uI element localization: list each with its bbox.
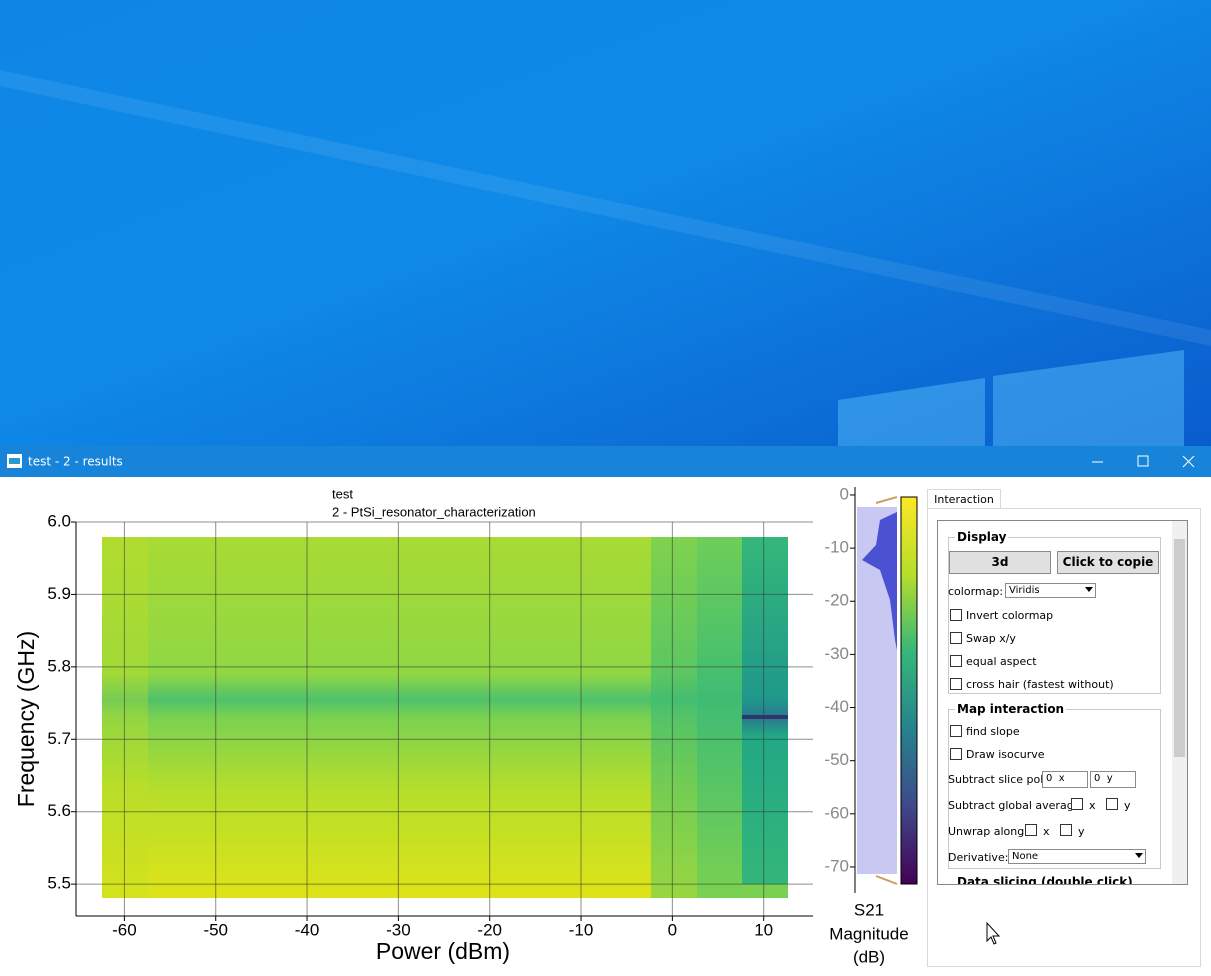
- checkbox-label: Draw isocurve: [966, 748, 1045, 761]
- checkbox-label: Invert colormap: [966, 609, 1054, 622]
- color-bar: [900, 496, 918, 885]
- colorbar: S21 Magnitude (dB) 0 -10 -20 -30 -40 -50 -60 -7…: [824, 484, 908, 966]
- logo-pane: [993, 350, 1184, 446]
- y-tick-label: 5.5: [47, 874, 71, 893]
- label: Derivative:: [948, 851, 1009, 864]
- y-tick-label: 5.7: [47, 729, 71, 748]
- checkbox[interactable]: [950, 748, 962, 760]
- plot: test 2 - PtSi_resonator_characterization…: [13, 486, 813, 964]
- colorbar-tick-label: -20: [824, 591, 849, 610]
- y-tick-label: 5.6: [47, 801, 71, 820]
- checkbox-label: cross hair (fastest without): [966, 678, 1114, 691]
- scrollbar-thumb[interactable]: [1174, 539, 1185, 757]
- window-title: test - 2 - results: [28, 455, 123, 469]
- x-tick-label: -50: [203, 920, 228, 939]
- plot-title: test: [332, 486, 353, 501]
- checkbox-label: equal aspect: [966, 655, 1037, 668]
- dropdown[interactable]: None: [1008, 849, 1146, 864]
- x-tick-label: 0: [668, 920, 677, 939]
- colorbar-tick-label: 0: [840, 484, 849, 503]
- checkbox[interactable]: [950, 655, 962, 667]
- label: y: [1124, 799, 1131, 812]
- tab[interactable]: Interaction: [927, 489, 1001, 509]
- dropdown[interactable]: Viridis: [1005, 583, 1096, 598]
- checkbox[interactable]: [950, 609, 962, 621]
- label: Unwrap along:: [948, 825, 1028, 838]
- mouse-cursor: [986, 921, 1001, 945]
- heatmap-column: [697, 537, 742, 898]
- checkbox[interactable]: [1106, 798, 1118, 810]
- x-tick-label: 10: [754, 920, 773, 939]
- colorbar-tick-label: -50: [824, 750, 849, 769]
- x-axis-label: Power (dBm): [376, 938, 510, 964]
- y-tick-label: 5.9: [47, 584, 71, 603]
- heatmap-column: [742, 884, 788, 898]
- resonance-line: [742, 715, 788, 719]
- desktop: [0, 0, 1211, 446]
- x-tick-label: -30: [386, 920, 411, 939]
- spin-axis: x: [1058, 773, 1065, 784]
- label: Subtract slice poly:: [948, 773, 1053, 786]
- scrollbar[interactable]: [1172, 521, 1187, 884]
- group-title: Display: [955, 530, 1009, 544]
- tab-panel: [927, 508, 1201, 967]
- scroll-area: [937, 520, 1188, 885]
- x-tick-label: -20: [477, 920, 502, 939]
- button[interactable]: 3d: [949, 551, 1051, 574]
- checkbox[interactable]: [950, 678, 962, 690]
- colorbar-label: (dB): [853, 947, 885, 966]
- heatmap-column: [102, 537, 148, 898]
- colorbar-tick-label: -60: [824, 803, 849, 822]
- colorbar-tick-label: -40: [824, 697, 849, 716]
- colorbar-tick-label: -70: [824, 856, 849, 875]
- checkbox[interactable]: [1060, 824, 1072, 836]
- button[interactable]: Click to copie: [1057, 551, 1159, 574]
- spin-value: 0: [1046, 773, 1053, 784]
- x-tick-label: -10: [569, 920, 594, 939]
- checkbox[interactable]: [1071, 798, 1083, 810]
- dropdown-arrow: [1085, 587, 1093, 592]
- close-button[interactable]: [1182, 455, 1195, 468]
- dropdown-value: Viridis: [1009, 585, 1040, 596]
- checkbox[interactable]: [950, 725, 962, 737]
- light-beam: [0, 70, 1211, 346]
- label: y: [1078, 825, 1085, 838]
- title-bar: [0, 446, 1211, 477]
- colorbar-label: S21: [854, 900, 884, 919]
- y-tick-label: 5.8: [47, 656, 71, 675]
- checkbox-label: Swap x/y: [966, 632, 1016, 645]
- group-title: Map interaction: [955, 702, 1067, 716]
- dropdown-value: None: [1012, 851, 1039, 862]
- y-axis-label: Frequency (GHz): [13, 631, 39, 807]
- label: x: [1089, 799, 1096, 812]
- maximize-button[interactable]: [1137, 455, 1149, 467]
- colorbar-label: Magnitude: [829, 924, 908, 943]
- label: colormap:: [948, 585, 1004, 598]
- app-icon-inner: [9, 458, 20, 464]
- spin-axis: y: [1106, 773, 1113, 784]
- spin-value: 0: [1094, 773, 1101, 784]
- checkbox[interactable]: [950, 632, 962, 644]
- checkbox-label: find slope: [966, 725, 1020, 738]
- logo-pane: [838, 378, 985, 446]
- spinbox[interactable]: 0 x: [1042, 771, 1088, 788]
- x-tick-label: -60: [112, 920, 137, 939]
- label: Subtract global average:: [948, 799, 1085, 812]
- colorbar-tick-label: -30: [824, 644, 849, 663]
- level-handles: [875, 496, 898, 885]
- label: x: [1043, 825, 1050, 838]
- heatmap-column: [651, 537, 697, 898]
- y-tick-label: 6.0: [47, 511, 71, 530]
- histogram: [862, 512, 897, 650]
- plot-subtitle: 2 - PtSi_resonator_characterization: [332, 504, 536, 519]
- colorbar-tick-label: -10: [824, 538, 849, 557]
- x-tick-label: -40: [295, 920, 320, 939]
- group-title: Data slicing (double click): [955, 875, 1135, 884]
- spinbox[interactable]: 0 y: [1090, 771, 1136, 788]
- checkbox[interactable]: [1025, 824, 1037, 836]
- dropdown-arrow: [1135, 853, 1143, 858]
- group-box: [948, 537, 1161, 694]
